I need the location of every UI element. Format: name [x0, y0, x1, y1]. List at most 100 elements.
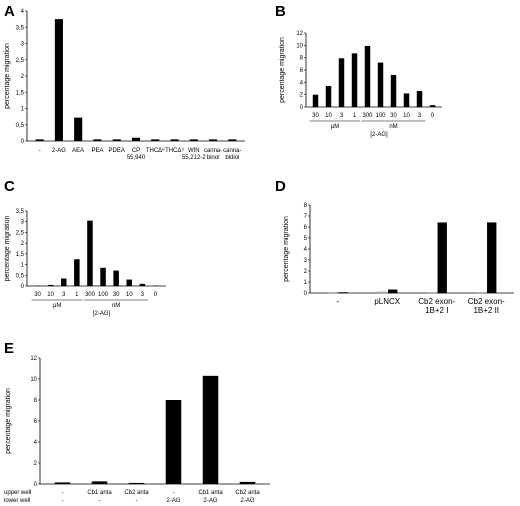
- panel-letter: A: [4, 3, 15, 20]
- x-tick-label: 55,212-2: [182, 155, 206, 161]
- y-tick-label: 1: [304, 280, 308, 286]
- x-axis-label: [2-AG]: [370, 132, 388, 138]
- bar: [338, 292, 348, 294]
- row-label-lower-well: lower well: [4, 498, 30, 504]
- y-tick-label: 0: [34, 482, 38, 488]
- x-tick-label: 10: [47, 292, 54, 298]
- panel-letter: B: [275, 3, 286, 20]
- x-tick-label: 30: [312, 113, 319, 119]
- x-tick-label: binol: [207, 155, 220, 161]
- x-tick-label: 10: [403, 113, 410, 119]
- bar: [239, 481, 256, 484]
- y-tick-label: 10: [30, 377, 37, 383]
- bar: [100, 267, 106, 286]
- x-tick-label: -: [336, 297, 339, 306]
- y-tick-label: 2,5: [16, 230, 25, 236]
- x-tick-label: Cb2 exon-: [418, 297, 455, 306]
- y-tick-label: 2: [300, 93, 304, 99]
- x-tick-label: 3: [141, 292, 145, 298]
- x-tick-label: Cb2 exon-: [468, 297, 505, 306]
- bar: [351, 53, 358, 107]
- x-tick-label: 1: [75, 292, 79, 298]
- x-tick-label: 1B+2 II: [473, 306, 499, 315]
- x-tick-label: 100: [98, 292, 109, 298]
- x-tick-label: 30: [113, 292, 120, 298]
- y-tick-label: 4: [34, 440, 38, 446]
- group-label: nM: [112, 303, 120, 309]
- x-tick-label: CP: [132, 148, 140, 154]
- x-tick-label: 3: [418, 113, 422, 119]
- y-tick-label: 2: [21, 241, 25, 247]
- bar: [87, 220, 93, 286]
- y-tick-label: 4: [304, 247, 308, 253]
- upper-well-label: Cb1 anta: [87, 490, 112, 496]
- x-tick-label: 2-AG: [52, 148, 66, 154]
- y-axis-label: percentage migration: [4, 216, 11, 282]
- y-tick-label: 8: [304, 203, 308, 209]
- bar: [390, 74, 397, 107]
- y-tick-label: 4: [300, 80, 304, 86]
- bar: [47, 284, 54, 286]
- x-tick-label: THCΔ⁸: [146, 147, 165, 154]
- bar: [35, 139, 44, 141]
- y-tick-label: 1: [21, 263, 25, 269]
- x-tick-label: 0: [431, 113, 435, 119]
- bar: [377, 291, 387, 294]
- x-tick-label: canna-: [204, 148, 222, 154]
- x-tick-label: 30: [390, 113, 397, 119]
- y-axis-label: percentage migration: [5, 388, 12, 454]
- upper-well-label: -: [62, 490, 64, 496]
- panel-letter: D: [275, 178, 286, 195]
- y-tick-label: 6: [34, 419, 38, 425]
- x-tick-label: 55,940: [127, 155, 146, 161]
- lower-well-label: 2-AG: [203, 498, 217, 504]
- y-tick-label: 1,5: [16, 252, 25, 258]
- bar: [209, 139, 218, 141]
- bar: [202, 375, 219, 484]
- bar: [426, 292, 436, 294]
- y-tick-label: 7: [304, 214, 308, 220]
- y-tick-label: 0,5: [16, 123, 25, 129]
- x-tick-label: 0: [154, 292, 158, 298]
- row-label-upper-well: upper well: [4, 490, 31, 496]
- lower-well-label: 2-AG: [166, 498, 180, 504]
- x-tick-label: 3: [62, 292, 66, 298]
- bar: [113, 270, 119, 286]
- bar: [112, 139, 121, 141]
- bar: [325, 86, 332, 107]
- bar: [377, 62, 384, 107]
- x-tick-label: 300: [85, 292, 96, 298]
- upper-well-label: -: [173, 490, 175, 496]
- x-tick-label: canna-: [223, 148, 241, 154]
- x-tick-label: 10: [325, 113, 332, 119]
- bar: [487, 222, 497, 294]
- bar: [312, 94, 319, 107]
- x-tick-label: bidiol: [225, 155, 239, 161]
- x-tick-label: PDEA: [109, 148, 125, 154]
- y-tick-label: 3,5: [16, 209, 25, 215]
- x-tick-label: 1: [353, 113, 357, 119]
- group-label: μM: [331, 124, 339, 130]
- bar: [388, 289, 398, 294]
- bar: [128, 482, 145, 484]
- upper-well-label: Cb2 anta: [124, 490, 149, 496]
- chart-panel-a: 0 0,5 1 1,5 2 2,5 3 3,5 4 percentage migration A - 2…: [4, 3, 245, 161]
- y-tick-label: 0: [304, 291, 308, 297]
- x-tick-label: 10: [126, 292, 133, 298]
- bar: [151, 139, 160, 141]
- y-axis-label: percentage migration: [279, 37, 286, 103]
- y-axis-label: percentage migration: [283, 216, 290, 282]
- bar: [131, 137, 141, 141]
- x-tick-label: PEA: [91, 148, 103, 154]
- upper-well-label: Cb2 anta: [235, 490, 260, 496]
- y-tick-label: 3: [304, 258, 308, 264]
- y-tick-label: 3: [21, 220, 25, 226]
- y-tick-label: 12: [30, 356, 37, 362]
- bar: [170, 139, 179, 141]
- x-tick-label: -: [39, 148, 41, 154]
- x-tick-label: THCΔ⁹: [165, 147, 184, 154]
- y-tick-label: 10: [296, 43, 303, 49]
- panel-letter: E: [4, 340, 14, 357]
- bar: [429, 105, 436, 107]
